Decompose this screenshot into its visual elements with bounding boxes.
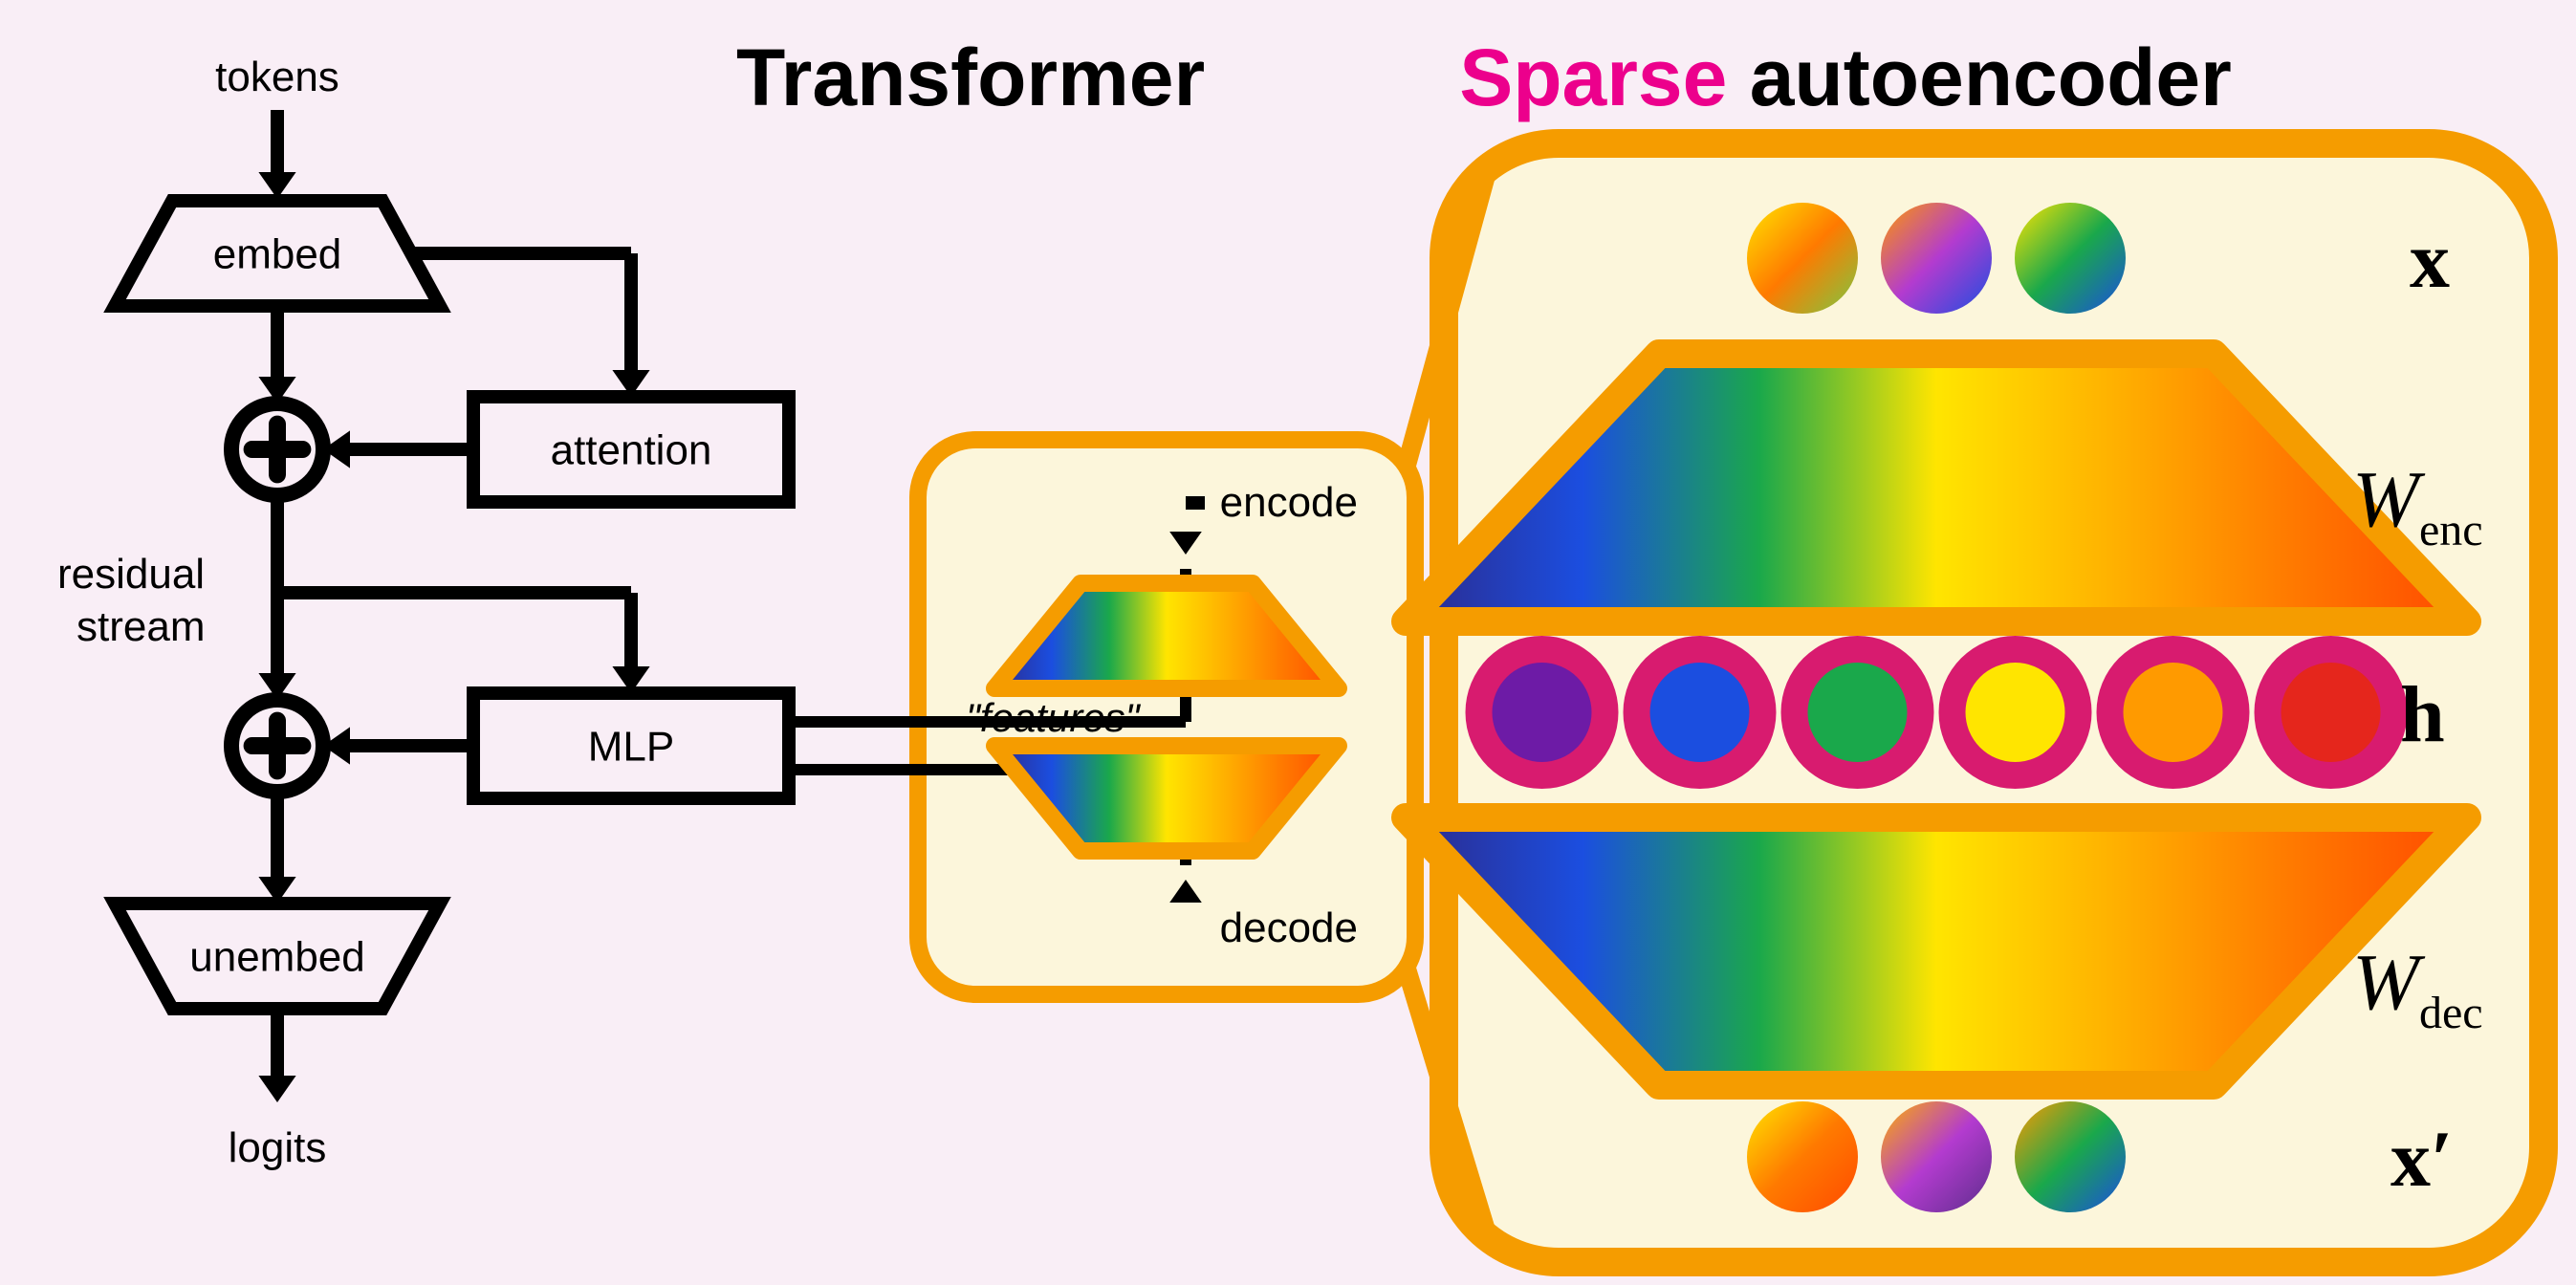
- sae-title: Sparse autoencoder: [1459, 33, 2232, 122]
- xprime-label: x′: [2390, 1115, 2454, 1204]
- feature-circle: [1808, 663, 1908, 762]
- encode-label: encode: [1220, 479, 1358, 526]
- feature-circle: [2281, 663, 2381, 762]
- xprime-vector-circle: [1747, 1101, 1858, 1212]
- attention-block-label: attention: [551, 426, 712, 473]
- feature-circle: [1493, 663, 1592, 762]
- x-vector-circle: [1881, 203, 1992, 314]
- feature-circle: [1966, 663, 2065, 762]
- x-vector-circle: [2015, 203, 2126, 314]
- diagram-root: Transformer Sparse autoencoder tokens embed…: [0, 0, 2576, 1285]
- transformer-title: Transformer: [736, 33, 1205, 122]
- residual-label-2: stream: [76, 603, 205, 650]
- h-label: h: [2400, 670, 2445, 759]
- xprime-vector-circle: [2015, 1101, 2126, 1212]
- x-label: x: [2410, 216, 2450, 305]
- xprime-vector-circle: [1881, 1101, 1992, 1212]
- unembed-block-label: unembed: [189, 933, 364, 980]
- features-label: "features": [966, 695, 1142, 740]
- residual-label-1: residual: [57, 551, 205, 598]
- logits-label: logits: [229, 1124, 327, 1171]
- decode-label: decode: [1220, 904, 1358, 951]
- feature-circle: [1650, 663, 1750, 762]
- arrow-head-icon: [258, 1076, 295, 1102]
- tokens-label: tokens: [215, 54, 339, 100]
- x-vector-circle: [1747, 203, 1858, 314]
- mlp-block-label: MLP: [588, 723, 674, 770]
- embed-block-label: embed: [213, 230, 342, 277]
- feature-circle: [2124, 663, 2223, 762]
